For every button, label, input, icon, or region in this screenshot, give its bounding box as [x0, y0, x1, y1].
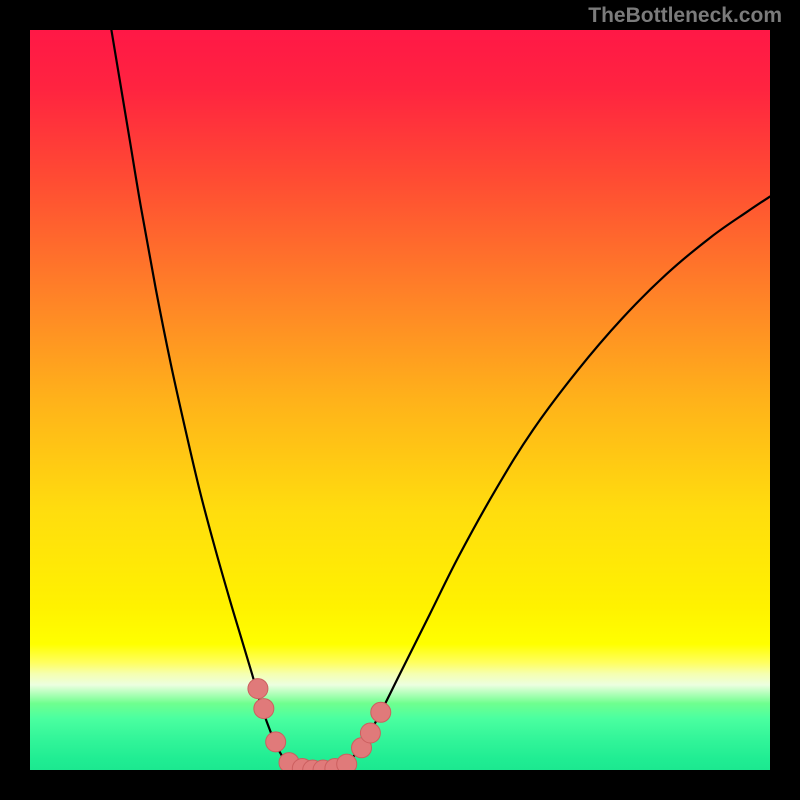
data-marker	[248, 679, 268, 699]
gradient-background	[30, 30, 770, 770]
plot-area	[30, 30, 770, 770]
data-marker	[266, 732, 286, 752]
data-marker	[254, 699, 274, 719]
data-marker	[371, 702, 391, 722]
data-marker	[360, 723, 380, 743]
plot-svg	[30, 30, 770, 770]
data-marker	[337, 754, 357, 770]
watermark-text: TheBottleneck.com	[588, 4, 782, 28]
